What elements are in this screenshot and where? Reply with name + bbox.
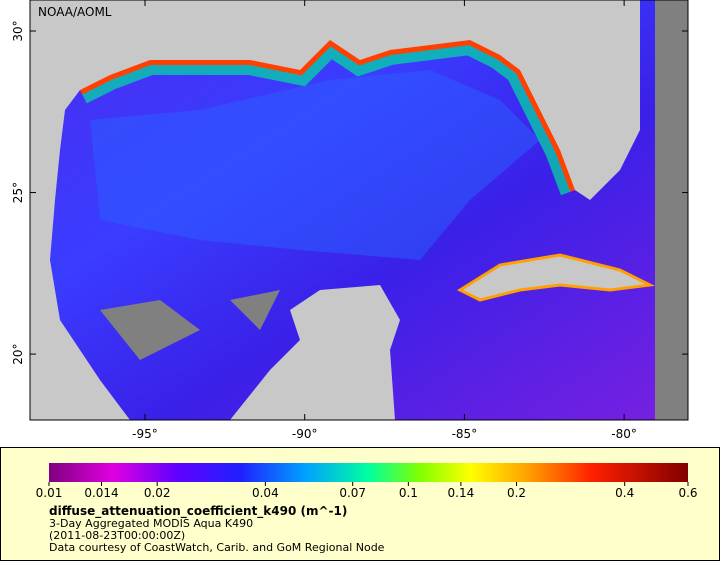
legend-line: 3-Day Aggregated MODIS Aqua K490	[49, 517, 253, 530]
land	[30, 0, 640, 420]
no-data	[100, 290, 280, 360]
colorbar-tick-label: 0.07	[339, 486, 366, 500]
colorbar-tick-label: 0.02	[144, 486, 171, 500]
colorbar-tick-label: 0.01	[36, 486, 63, 500]
colorbar-tick-label: 0.14	[448, 486, 475, 500]
colorbar-tick-label: 0.2	[507, 486, 526, 500]
no-data	[655, 0, 688, 420]
x-tick-label: -95°	[132, 427, 158, 441]
ocean-patch	[90, 70, 540, 260]
axes: -95° -90° -85° -80° 30° 25° 20°	[11, 0, 688, 441]
legend-line: (2011-08-23T00:00:00Z)	[49, 529, 185, 542]
colorbar-tick-label: 0.4	[615, 486, 634, 500]
map-frame	[29, 0, 689, 421]
colorbar-tick-label: 0.04	[252, 486, 279, 500]
colorbar-tick-label: 0.014	[84, 486, 118, 500]
y-tick-label: 30°	[11, 20, 25, 41]
colorbar	[49, 463, 688, 482]
map: NOAA/AOML	[29, 0, 689, 421]
y-tick-label: 20°	[11, 343, 25, 364]
y-tick-label: 25°	[11, 182, 25, 203]
colorbar-tick-label: 0.1	[399, 486, 418, 500]
land	[456, 253, 656, 302]
x-tick-label: -80°	[611, 427, 637, 441]
legend-line: Data courtesy of CoastWatch, Carib. and …	[49, 541, 385, 554]
x-tick-label: -90°	[292, 427, 318, 441]
x-tick-label: -85°	[452, 427, 478, 441]
land	[230, 285, 400, 420]
colorbar-ticks: 0.01 0.014 0.02 0.04 0.07 0.1 0.14 0.2 0.4 0.6	[36, 482, 698, 500]
colorbar-tick-label: 0.6	[678, 486, 697, 500]
attribution: NOAA/AOML	[38, 5, 112, 19]
legend-title: diffuse_attenuation_coefficient_k490 (m^…	[49, 504, 347, 519]
